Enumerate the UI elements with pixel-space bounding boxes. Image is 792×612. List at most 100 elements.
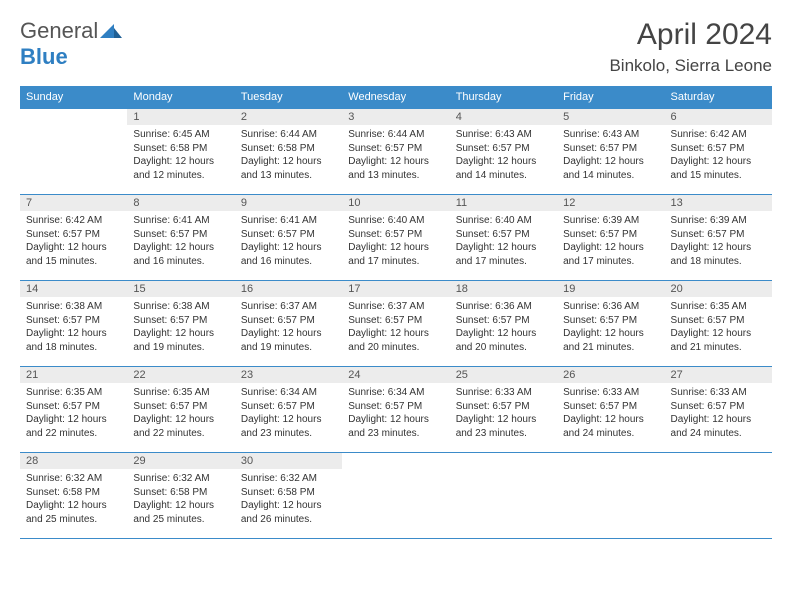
sunrise-text: Sunrise: 6:35 AM [26,386,121,400]
daylight-text: Daylight: 12 hours and 25 minutes. [26,499,121,526]
daylight-text: Daylight: 12 hours and 16 minutes. [133,241,228,268]
daylight-text: Daylight: 12 hours and 22 minutes. [133,413,228,440]
calendar-cell: 7Sunrise: 6:42 AMSunset: 6:57 PMDaylight… [20,195,127,281]
day-number: 16 [235,281,342,297]
calendar-header-row: SundayMondayTuesdayWednesdayThursdayFrid… [20,86,772,109]
calendar-cell: 24Sunrise: 6:34 AMSunset: 6:57 PMDayligh… [342,367,449,453]
day-detail: Sunrise: 6:32 AMSunset: 6:58 PMDaylight:… [20,469,127,529]
day-number: 5 [557,109,664,125]
sunrise-text: Sunrise: 6:39 AM [671,214,766,228]
calendar-cell: 17Sunrise: 6:37 AMSunset: 6:57 PMDayligh… [342,281,449,367]
calendar-cell: 26Sunrise: 6:33 AMSunset: 6:57 PMDayligh… [557,367,664,453]
calendar-cell: 22Sunrise: 6:35 AMSunset: 6:57 PMDayligh… [127,367,234,453]
sunrise-text: Sunrise: 6:37 AM [348,300,443,314]
day-number: 8 [127,195,234,211]
calendar-cell: 20Sunrise: 6:35 AMSunset: 6:57 PMDayligh… [665,281,772,367]
daylight-text: Daylight: 12 hours and 22 minutes. [26,413,121,440]
sunrise-text: Sunrise: 6:33 AM [671,386,766,400]
sunrise-text: Sunrise: 6:44 AM [241,128,336,142]
sunrise-text: Sunrise: 6:42 AM [26,214,121,228]
sunset-text: Sunset: 6:58 PM [133,142,228,156]
sunset-text: Sunset: 6:58 PM [241,486,336,500]
sunset-text: Sunset: 6:58 PM [133,486,228,500]
calendar-cell [557,453,664,539]
location: Binkolo, Sierra Leone [609,56,772,76]
day-detail: Sunrise: 6:36 AMSunset: 6:57 PMDaylight:… [450,297,557,357]
daylight-text: Daylight: 12 hours and 13 minutes. [348,155,443,182]
daylight-text: Daylight: 12 hours and 21 minutes. [563,327,658,354]
daylight-text: Daylight: 12 hours and 24 minutes. [563,413,658,440]
calendar-cell: 21Sunrise: 6:35 AMSunset: 6:57 PMDayligh… [20,367,127,453]
calendar-cell: 18Sunrise: 6:36 AMSunset: 6:57 PMDayligh… [450,281,557,367]
day-detail: Sunrise: 6:40 AMSunset: 6:57 PMDaylight:… [450,211,557,271]
daylight-text: Daylight: 12 hours and 12 minutes. [133,155,228,182]
daylight-text: Daylight: 12 hours and 15 minutes. [671,155,766,182]
day-number: 12 [557,195,664,211]
logo: General Blue [20,18,122,70]
sunrise-text: Sunrise: 6:38 AM [133,300,228,314]
logo-text: General Blue [20,18,122,70]
calendar-week: 28Sunrise: 6:32 AMSunset: 6:58 PMDayligh… [20,453,772,539]
day-number: 25 [450,367,557,383]
day-header: Tuesday [235,86,342,109]
day-number: 19 [557,281,664,297]
month-title: April 2024 [609,18,772,52]
daylight-text: Daylight: 12 hours and 23 minutes. [241,413,336,440]
sunrise-text: Sunrise: 6:36 AM [563,300,658,314]
day-header: Saturday [665,86,772,109]
day-detail: Sunrise: 6:37 AMSunset: 6:57 PMDaylight:… [342,297,449,357]
day-header: Sunday [20,86,127,109]
day-number: 7 [20,195,127,211]
sunrise-text: Sunrise: 6:38 AM [26,300,121,314]
day-detail: Sunrise: 6:39 AMSunset: 6:57 PMDaylight:… [665,211,772,271]
sunset-text: Sunset: 6:57 PM [671,314,766,328]
day-detail: Sunrise: 6:42 AMSunset: 6:57 PMDaylight:… [20,211,127,271]
sunrise-text: Sunrise: 6:39 AM [563,214,658,228]
day-detail: Sunrise: 6:39 AMSunset: 6:57 PMDaylight:… [557,211,664,271]
daylight-text: Daylight: 12 hours and 25 minutes. [133,499,228,526]
daylight-text: Daylight: 12 hours and 24 minutes. [671,413,766,440]
calendar-cell: 25Sunrise: 6:33 AMSunset: 6:57 PMDayligh… [450,367,557,453]
sunset-text: Sunset: 6:57 PM [456,400,551,414]
daylight-text: Daylight: 12 hours and 19 minutes. [241,327,336,354]
day-number: 15 [127,281,234,297]
day-number: 3 [342,109,449,125]
day-detail: Sunrise: 6:36 AMSunset: 6:57 PMDaylight:… [557,297,664,357]
day-number [342,453,449,457]
title-block: April 2024 Binkolo, Sierra Leone [609,18,772,76]
calendar-week: 1Sunrise: 6:45 AMSunset: 6:58 PMDaylight… [20,109,772,195]
day-detail: Sunrise: 6:32 AMSunset: 6:58 PMDaylight:… [235,469,342,529]
sunset-text: Sunset: 6:57 PM [133,314,228,328]
day-number: 27 [665,367,772,383]
sunrise-text: Sunrise: 6:45 AM [133,128,228,142]
daylight-text: Daylight: 12 hours and 15 minutes. [26,241,121,268]
daylight-text: Daylight: 12 hours and 20 minutes. [348,327,443,354]
calendar-cell: 30Sunrise: 6:32 AMSunset: 6:58 PMDayligh… [235,453,342,539]
sunset-text: Sunset: 6:58 PM [241,142,336,156]
calendar-table: SundayMondayTuesdayWednesdayThursdayFrid… [20,86,772,539]
sunset-text: Sunset: 6:57 PM [563,400,658,414]
day-header: Thursday [450,86,557,109]
daylight-text: Daylight: 12 hours and 18 minutes. [671,241,766,268]
day-detail: Sunrise: 6:35 AMSunset: 6:57 PMDaylight:… [20,383,127,443]
day-detail: Sunrise: 6:40 AMSunset: 6:57 PMDaylight:… [342,211,449,271]
calendar-cell: 4Sunrise: 6:43 AMSunset: 6:57 PMDaylight… [450,109,557,195]
day-detail: Sunrise: 6:43 AMSunset: 6:57 PMDaylight:… [450,125,557,185]
sunrise-text: Sunrise: 6:32 AM [241,472,336,486]
calendar-cell: 11Sunrise: 6:40 AMSunset: 6:57 PMDayligh… [450,195,557,281]
calendar-cell: 16Sunrise: 6:37 AMSunset: 6:57 PMDayligh… [235,281,342,367]
calendar-cell [342,453,449,539]
calendar-cell: 8Sunrise: 6:41 AMSunset: 6:57 PMDaylight… [127,195,234,281]
day-header: Friday [557,86,664,109]
sunset-text: Sunset: 6:57 PM [563,142,658,156]
calendar-cell: 29Sunrise: 6:32 AMSunset: 6:58 PMDayligh… [127,453,234,539]
day-header: Wednesday [342,86,449,109]
sunrise-text: Sunrise: 6:35 AM [133,386,228,400]
day-number: 9 [235,195,342,211]
sunrise-text: Sunrise: 6:32 AM [26,472,121,486]
sunrise-text: Sunrise: 6:44 AM [348,128,443,142]
sunrise-text: Sunrise: 6:37 AM [241,300,336,314]
calendar-week: 21Sunrise: 6:35 AMSunset: 6:57 PMDayligh… [20,367,772,453]
calendar-cell: 9Sunrise: 6:41 AMSunset: 6:57 PMDaylight… [235,195,342,281]
day-number: 13 [665,195,772,211]
